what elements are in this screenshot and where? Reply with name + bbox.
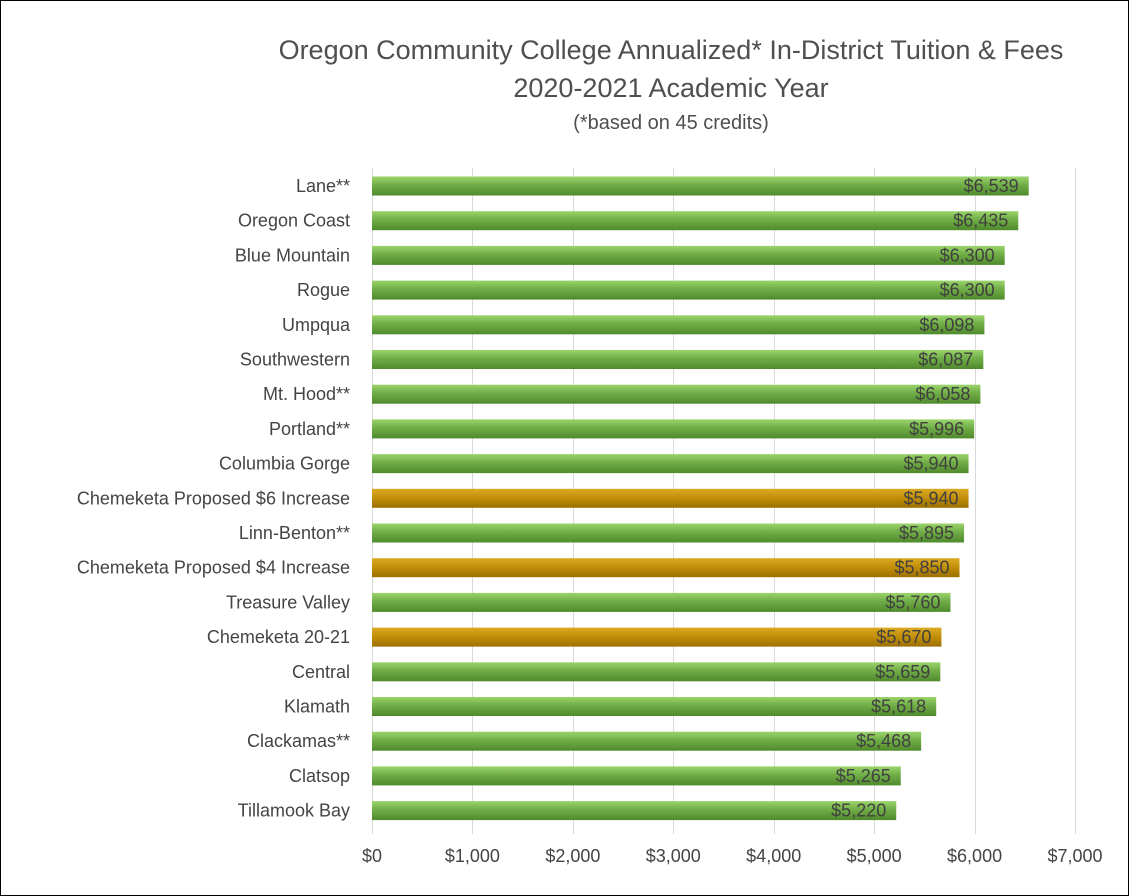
- chart-title-block: Oregon Community College Annualized* In-…: [231, 31, 1111, 139]
- bar: [372, 766, 901, 786]
- data-label: $5,670: [876, 627, 931, 647]
- category-label: Southwestern: [240, 350, 350, 370]
- bar: [372, 523, 965, 543]
- data-label: $5,659: [875, 662, 930, 682]
- category-label: Umpqua: [282, 315, 351, 335]
- data-label: $5,996: [909, 419, 964, 439]
- x-axis-tick-labels: $0 $1,000 $2,000 $3,000 $4,000 $5,000 $6,000 $7…: [362, 846, 1103, 866]
- chart-subtitle: (*based on 45 credits): [573, 112, 769, 134]
- bar-highlight: [372, 488, 969, 508]
- category-label: Columbia Gorge: [219, 454, 350, 474]
- category-label: Clatsop: [289, 766, 350, 786]
- bar: [372, 592, 951, 612]
- data-label: $5,618: [871, 697, 926, 717]
- category-label: Clackamas**: [247, 731, 350, 751]
- bar: [372, 454, 969, 474]
- bar: [372, 176, 1029, 196]
- category-label: Chemeketa 20-21: [207, 627, 350, 647]
- bar: [372, 245, 1005, 265]
- data-label: $5,760: [885, 592, 940, 612]
- data-label: $5,468: [856, 731, 911, 751]
- data-label: $5,895: [899, 523, 954, 543]
- category-label: Linn-Benton**: [239, 523, 350, 543]
- bar: [372, 801, 897, 821]
- data-label: $5,265: [836, 766, 891, 786]
- x-tick-label: $1,000: [445, 846, 500, 866]
- x-tick-label: $6,000: [947, 846, 1002, 866]
- bar: [372, 350, 984, 369]
- category-label: Mt. Hood**: [263, 384, 350, 404]
- category-label: Lane**: [296, 176, 350, 196]
- x-tick-label: $0: [362, 846, 382, 866]
- category-label: Chemeketa Proposed $4 Increase: [77, 558, 350, 578]
- data-label: $6,058: [915, 384, 970, 404]
- data-label: $5,850: [894, 558, 949, 578]
- category-label: Tillamook Bay: [238, 801, 350, 821]
- data-label: $5,220: [831, 801, 886, 821]
- data-label: $6,098: [919, 315, 974, 335]
- data-label: $6,300: [940, 245, 995, 265]
- data-label: $6,539: [964, 176, 1019, 196]
- category-label: Oregon Coast: [238, 211, 350, 231]
- category-label: Central: [292, 662, 350, 682]
- category-label: Blue Mountain: [235, 245, 350, 265]
- category-label: Klamath: [284, 697, 350, 717]
- bars: $6,539 $6,435 $6,300 $6,300 $6,098 $6,087 $6,0…: [372, 176, 1029, 821]
- chart-title: Oregon Community College Annualized* In-…: [278, 35, 1064, 65]
- bar-highlight: [372, 627, 942, 647]
- bar: [372, 731, 922, 751]
- data-label: $5,940: [903, 488, 958, 508]
- x-tick-label: $5,000: [847, 846, 902, 866]
- bar: [372, 211, 1019, 231]
- category-label: Rogue: [297, 280, 350, 300]
- x-tick-label: $3,000: [646, 846, 701, 866]
- category-label: Treasure Valley: [226, 592, 350, 612]
- data-label: $6,435: [953, 211, 1008, 231]
- data-label: $6,300: [940, 280, 995, 300]
- bar: [372, 384, 981, 404]
- x-tick-label: $2,000: [545, 846, 600, 866]
- bar-highlight: [372, 558, 960, 578]
- data-label: $6,087: [918, 350, 973, 370]
- category-labels: Lane** Oregon Coast Blue Mountain Rogue Umpq…: [77, 176, 351, 821]
- category-label: Chemeketa Proposed $6 Increase: [77, 488, 350, 508]
- bar: [372, 419, 975, 439]
- category-label: Portland**: [269, 419, 350, 439]
- bar: [372, 662, 941, 682]
- bar: [372, 315, 985, 335]
- x-tick-label: $4,000: [746, 846, 801, 866]
- data-label: $5,940: [903, 454, 958, 474]
- chart-title-line2: 2020-2021 Academic Year: [513, 73, 829, 103]
- bar: [372, 280, 1005, 300]
- x-tick-label: $7,000: [1047, 846, 1102, 866]
- bar: [372, 697, 937, 716]
